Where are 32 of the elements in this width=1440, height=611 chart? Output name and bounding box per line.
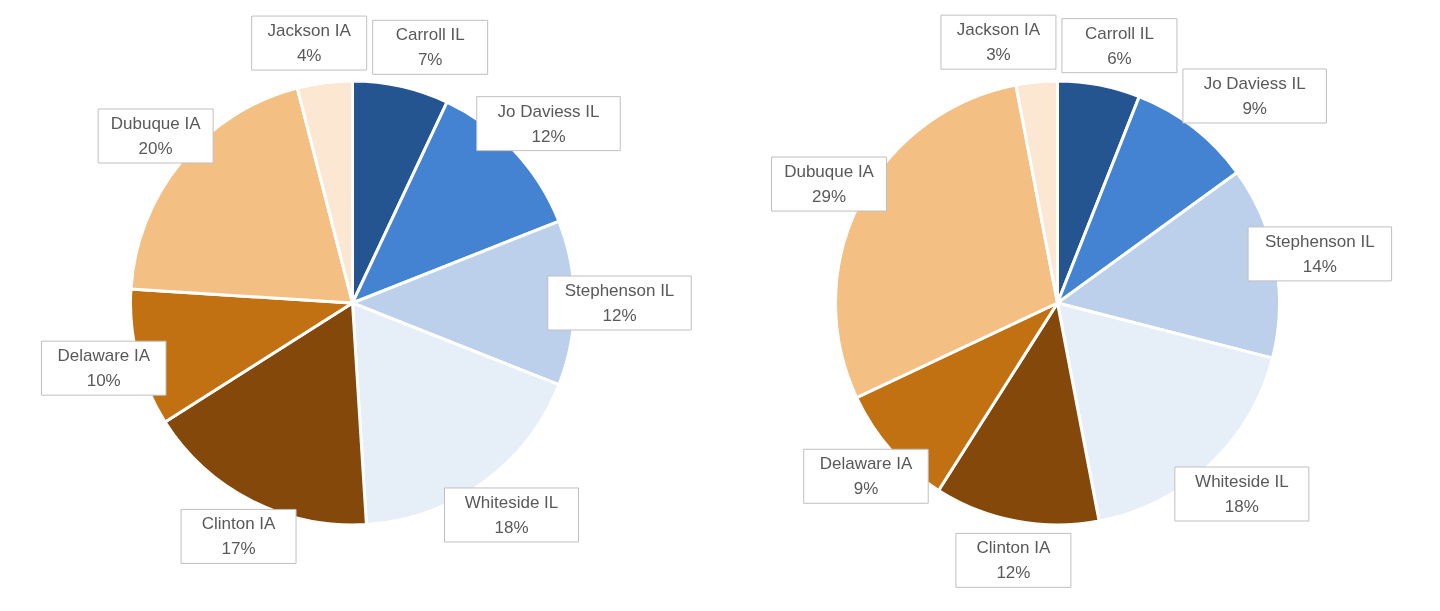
slice-label: Jackson IA — [267, 21, 352, 41]
slice-label: Clinton IA — [976, 538, 1051, 558]
data-label: 18% — [494, 517, 529, 537]
data-label: 10% — [86, 371, 121, 391]
data-label: 14% — [1302, 256, 1337, 276]
slice-label: Dubuque IA — [110, 113, 202, 133]
data-label: 20% — [138, 138, 173, 158]
data-label: 9% — [1242, 98, 1267, 118]
data-label: 6% — [1107, 48, 1132, 68]
data-label: 9% — [853, 479, 879, 499]
slice-label: Jackson IA — [956, 20, 1041, 40]
data-label: 12% — [602, 306, 637, 325]
data-label: 3% — [986, 45, 1011, 65]
slice-label: Whiteside IL — [1195, 471, 1289, 491]
slice-label: Dubuque IA — [784, 162, 875, 182]
slice-label: Clinton IA — [201, 514, 277, 534]
data-label: 12% — [531, 126, 566, 146]
slice-label: Whiteside IL — [464, 492, 559, 512]
data-label: 17% — [221, 539, 256, 559]
slice-label: Stephenson IL — [1265, 231, 1375, 251]
slice-label: Carroll IL — [395, 25, 465, 45]
slice-label: Delaware IA — [57, 346, 151, 366]
data-label: 4% — [296, 46, 322, 66]
slice-label: Jo Daviess IL — [497, 101, 600, 121]
slice-label: Carroll IL — [1084, 23, 1154, 43]
data-label: 7% — [417, 50, 443, 70]
slice-label: Stephenson IL — [564, 281, 675, 300]
data-label: 29% — [812, 187, 847, 207]
data-label: 18% — [1224, 496, 1259, 516]
slice-label: Delaware IA — [819, 454, 913, 474]
data-label: 12% — [996, 563, 1031, 583]
slice-label: Jo Daviess IL — [1203, 73, 1306, 93]
